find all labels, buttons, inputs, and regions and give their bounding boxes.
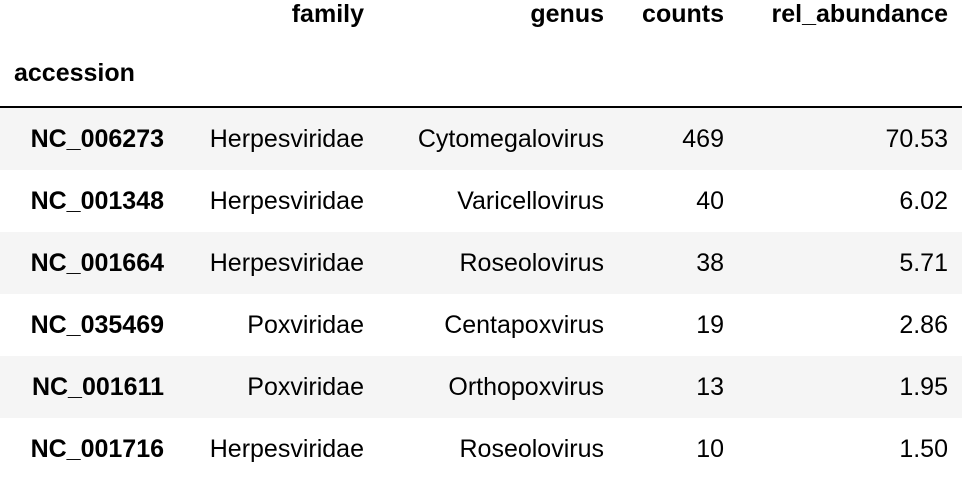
row-accession: NC_001664 bbox=[30, 249, 164, 277]
index-header-row: accession bbox=[0, 40, 962, 108]
index-header-empty bbox=[618, 40, 738, 108]
cell-family: Herpesviridae bbox=[209, 187, 364, 215]
cell-genus: Varicellovirus bbox=[457, 187, 604, 215]
index-header-empty bbox=[178, 40, 378, 108]
cell-rel-abundance: 1.50 bbox=[899, 435, 948, 463]
cell-genus: Centapoxvirus bbox=[444, 311, 604, 339]
cell-rel-abundance: 6.02 bbox=[899, 187, 948, 215]
column-header-family: family bbox=[291, 0, 364, 28]
table-row: NC_035469 Poxviridae Centapoxvirus 19 2.… bbox=[0, 294, 962, 356]
column-header-rel-abundance: rel_abundance bbox=[771, 0, 948, 28]
index-header-blank bbox=[0, 0, 178, 40]
table-header: family genus counts rel_abundance access… bbox=[0, 0, 962, 108]
cell-family: Herpesviridae bbox=[209, 435, 364, 463]
column-header-genus: genus bbox=[530, 0, 604, 28]
cell-family: Poxviridae bbox=[247, 311, 364, 339]
table-row: NC_006273 Herpesviridae Cytomegalovirus … bbox=[0, 107, 962, 170]
cell-genus: Cytomegalovirus bbox=[417, 125, 604, 153]
index-header-empty bbox=[738, 40, 962, 108]
index-header-accession: accession bbox=[0, 40, 178, 108]
cell-genus: Roseolovirus bbox=[459, 435, 604, 463]
cell-counts: 469 bbox=[682, 125, 724, 153]
table-row: NC_001716 Herpesviridae Roseolovirus 10 … bbox=[0, 418, 962, 480]
table-row: NC_001348 Herpesviridae Varicellovirus 4… bbox=[0, 170, 962, 232]
index-header-empty bbox=[378, 40, 618, 108]
row-accession: NC_001348 bbox=[30, 187, 164, 215]
cell-rel-abundance: 5.71 bbox=[899, 249, 948, 277]
cell-counts: 38 bbox=[696, 249, 724, 277]
table-row: NC_001664 Herpesviridae Roseolovirus 38 … bbox=[0, 232, 962, 294]
row-accession: NC_006273 bbox=[30, 125, 164, 153]
cell-rel-abundance: 70.53 bbox=[885, 125, 948, 153]
cell-counts: 40 bbox=[696, 187, 724, 215]
column-header-row: family genus counts rel_abundance bbox=[0, 0, 962, 40]
cell-counts: 13 bbox=[696, 373, 724, 401]
row-accession: NC_001716 bbox=[30, 435, 164, 463]
row-accession: NC_035469 bbox=[30, 311, 164, 339]
cell-family: Poxviridae bbox=[247, 373, 364, 401]
row-accession: NC_001611 bbox=[31, 373, 164, 401]
cell-counts: 19 bbox=[696, 311, 724, 339]
cell-family: Herpesviridae bbox=[209, 249, 364, 277]
column-header-counts: counts bbox=[642, 0, 724, 28]
cell-counts: 10 bbox=[696, 435, 724, 463]
table-row: NC_001611 Poxviridae Orthopoxvirus 13 1.… bbox=[0, 356, 962, 418]
cell-genus: Orthopoxvirus bbox=[448, 373, 604, 401]
cell-genus: Roseolovirus bbox=[459, 249, 604, 277]
cell-rel-abundance: 1.95 bbox=[899, 373, 948, 401]
table-body: NC_006273 Herpesviridae Cytomegalovirus … bbox=[0, 107, 962, 480]
cell-rel-abundance: 2.86 bbox=[899, 311, 948, 339]
cell-family: Herpesviridae bbox=[209, 125, 364, 153]
